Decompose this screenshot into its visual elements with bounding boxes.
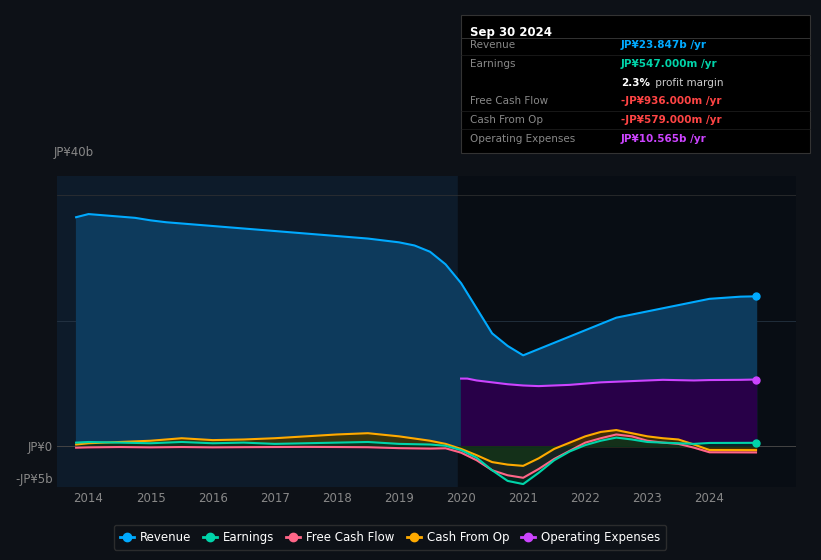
Legend: Revenue, Earnings, Free Cash Flow, Cash From Op, Operating Expenses: Revenue, Earnings, Free Cash Flow, Cash … (114, 525, 666, 550)
Bar (458, 176, 796, 487)
Text: Operating Expenses: Operating Expenses (470, 134, 576, 144)
Text: Free Cash Flow: Free Cash Flow (470, 96, 548, 106)
Text: profit margin: profit margin (652, 78, 723, 88)
Text: -JP¥579.000m /yr: -JP¥579.000m /yr (621, 115, 722, 125)
Text: -JP¥936.000m /yr: -JP¥936.000m /yr (621, 96, 721, 106)
Text: Revenue: Revenue (470, 40, 516, 50)
Text: Sep 30 2024: Sep 30 2024 (470, 26, 553, 39)
Text: JP¥40b: JP¥40b (54, 146, 94, 159)
Text: JP¥10.565b /yr: JP¥10.565b /yr (621, 134, 706, 144)
Text: Cash From Op: Cash From Op (470, 115, 544, 125)
Text: JP¥547.000m /yr: JP¥547.000m /yr (621, 59, 718, 69)
Text: 2.3%: 2.3% (621, 78, 649, 88)
Text: Earnings: Earnings (470, 59, 516, 69)
Text: JP¥23.847b /yr: JP¥23.847b /yr (621, 40, 707, 50)
